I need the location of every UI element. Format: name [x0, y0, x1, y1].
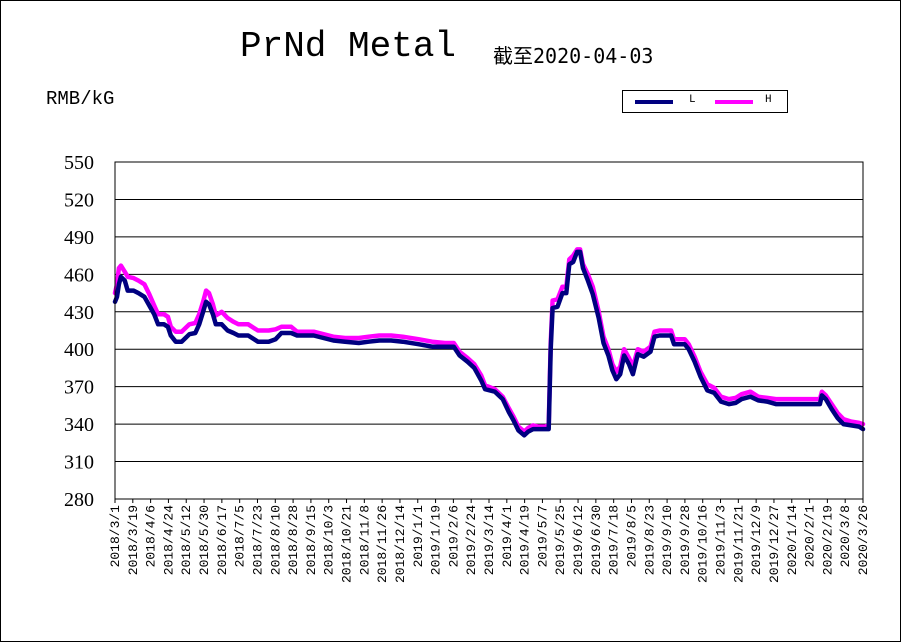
x-tick-label: 2019/9/10 [660, 505, 675, 575]
y-tick-label: 490 [64, 227, 94, 249]
x-tick-label: 2019/6/30 [589, 505, 604, 575]
x-tick-label: 2018/5/12 [179, 505, 194, 575]
x-tick-label: 2019/5/25 [553, 505, 568, 575]
x-tick-label: 2019/12/27 [767, 505, 782, 583]
gridlines [115, 198, 863, 463]
y-tick-labels: 280 310 340 370 400 430 460 490 520 550 [64, 152, 94, 511]
x-tick-label: 2019/5/7 [535, 505, 550, 567]
x-tick-label: 2019/1/19 [429, 505, 444, 575]
x-tick-label: 2018/7/5 [233, 505, 248, 567]
chart-subtitle: 截至2020-04-03 [493, 44, 654, 68]
x-tick-label: 2018/6/17 [215, 505, 230, 575]
x-tick-labels: 2018/3/1 2018/3/19 2018/4/6 2018/4/24 2018/5… [108, 499, 871, 583]
x-tick-label: 2019/10/16 [696, 505, 711, 583]
x-tick-label: 2020/1/14 [785, 505, 800, 575]
x-tick-label: 2018/10/21 [340, 505, 355, 583]
x-tick-label: 2018/3/19 [126, 505, 141, 575]
x-tick-label: 2019/2/6 [446, 505, 461, 567]
x-tick-label: 2020/2/1 [803, 505, 818, 568]
x-tick-label: 2019/7/18 [607, 505, 622, 575]
y-tick-label: 520 [64, 189, 94, 211]
legend-label-l: L [689, 94, 696, 106]
y-tick-label: 340 [64, 414, 94, 436]
x-tick-label: 2019/1/1 [411, 505, 426, 568]
x-tick-label: 2018/11/8 [357, 505, 372, 575]
x-tick-label: 2020/3/26 [856, 505, 871, 575]
x-tick-label: 2019/4/1 [500, 505, 515, 568]
y-axis-unit-label: RMB/kG [46, 88, 115, 110]
y-tick-label: 310 [64, 452, 94, 474]
series-line-h [112, 247, 866, 434]
x-tick-label: 2019/11/3 [714, 505, 729, 575]
x-tick-label: 2019/8/5 [624, 505, 639, 567]
x-tick-label: 2018/5/30 [197, 505, 212, 575]
x-tick-label: 2019/3/14 [482, 505, 497, 575]
x-tick-label: 2018/3/1 [108, 505, 123, 568]
y-tick-label: 550 [64, 152, 94, 174]
y-tick-label: 370 [64, 377, 94, 399]
x-tick-label: 2019/11/21 [731, 505, 746, 583]
y-tick-label: 460 [64, 264, 94, 286]
x-tick-label: 2018/4/6 [144, 505, 159, 567]
plot-area-border [114, 161, 864, 500]
chart-title: PrNd Metal [240, 26, 457, 67]
x-tick-label: 2018/9/15 [304, 505, 319, 575]
x-tick-label: 2019/9/28 [678, 505, 693, 575]
y-tick-label: 430 [64, 302, 94, 324]
series-lines [112, 247, 866, 438]
x-tick-label: 2018/8/10 [268, 505, 283, 575]
x-tick-label: 2018/4/24 [161, 505, 176, 575]
x-tick-label: 2019/6/12 [571, 505, 586, 575]
x-tick-label: 2018/10/3 [322, 505, 337, 575]
x-tick-label: 2020/3/8 [838, 505, 853, 567]
x-tick-label: 2018/11/26 [375, 505, 390, 583]
legend: L H [622, 90, 788, 113]
y-tick-label: 280 [64, 489, 94, 511]
legend-label-h: H [765, 94, 772, 106]
x-tick-label: 2018/8/28 [286, 505, 301, 575]
y-tick-label: 400 [64, 339, 94, 361]
legend-swatch-l [635, 100, 673, 104]
x-tick-label: 2019/4/19 [518, 505, 533, 575]
x-tick-label: 2018/12/14 [393, 505, 408, 583]
series-line-l [112, 249, 866, 438]
x-tick-label: 2020/2/19 [820, 505, 835, 575]
x-tick-label: 2019/8/23 [642, 505, 657, 575]
x-tick-label: 2019/12/9 [749, 505, 764, 575]
x-tick-label: 2018/7/23 [250, 505, 265, 575]
legend-swatch-h [715, 100, 753, 104]
x-tick-label: 2019/2/24 [464, 505, 479, 575]
